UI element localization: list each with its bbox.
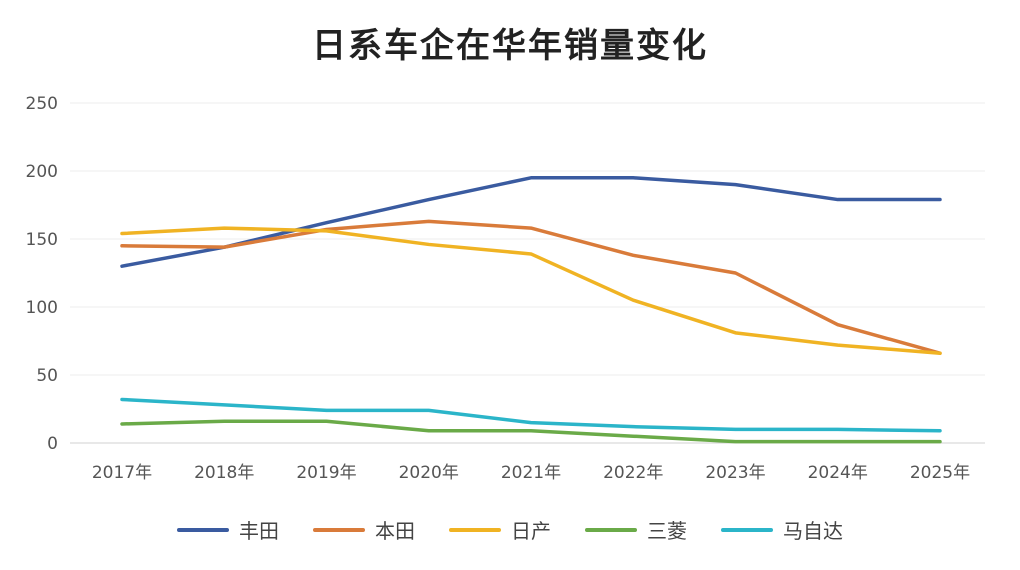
x-tick-label: 2019年	[296, 463, 356, 483]
legend-label: 丰田	[239, 519, 279, 543]
legend-label: 本田	[375, 519, 415, 543]
series-line-2	[120, 226, 942, 355]
y-tick-label: 250	[26, 94, 58, 114]
y-tick-label: 50	[36, 366, 58, 386]
legend-item: 日产	[449, 515, 551, 544]
legend-swatch	[449, 527, 501, 532]
y-tick-label: 150	[26, 230, 58, 250]
x-tick-label: 2022年	[603, 463, 663, 483]
legend-label: 马自达	[783, 519, 843, 543]
chart-title: 日系车企在华年销量变化	[312, 26, 708, 66]
y-tick-label: 100	[26, 298, 58, 318]
legend-swatch	[721, 527, 773, 532]
legend-item: 马自达	[721, 515, 843, 544]
x-tick-label: 2017年	[92, 463, 152, 483]
x-tick-label: 2023年	[705, 463, 765, 483]
legend: 丰田 本田 日产 三菱 马自达	[0, 515, 1020, 544]
legend-label: 日产	[511, 519, 551, 543]
x-tick-label: 2024年	[808, 463, 868, 483]
x-tick-label: 2021年	[501, 463, 561, 483]
x-tick-label: 2025年	[910, 463, 970, 483]
legend-item: 本田	[313, 515, 415, 544]
legend-label: 三菱	[647, 519, 687, 543]
y-tick-label: 0	[47, 434, 58, 454]
x-tick-label: 2020年	[399, 463, 459, 483]
series-line-4	[120, 397, 942, 433]
legend-swatch	[177, 527, 229, 532]
legend-item: 丰田	[177, 515, 279, 544]
legend-item: 三菱	[585, 515, 687, 544]
y-tick-label: 200	[26, 162, 58, 182]
legend-swatch	[313, 527, 365, 532]
x-tick-label: 2018年	[194, 463, 254, 483]
legend-swatch	[585, 527, 637, 532]
